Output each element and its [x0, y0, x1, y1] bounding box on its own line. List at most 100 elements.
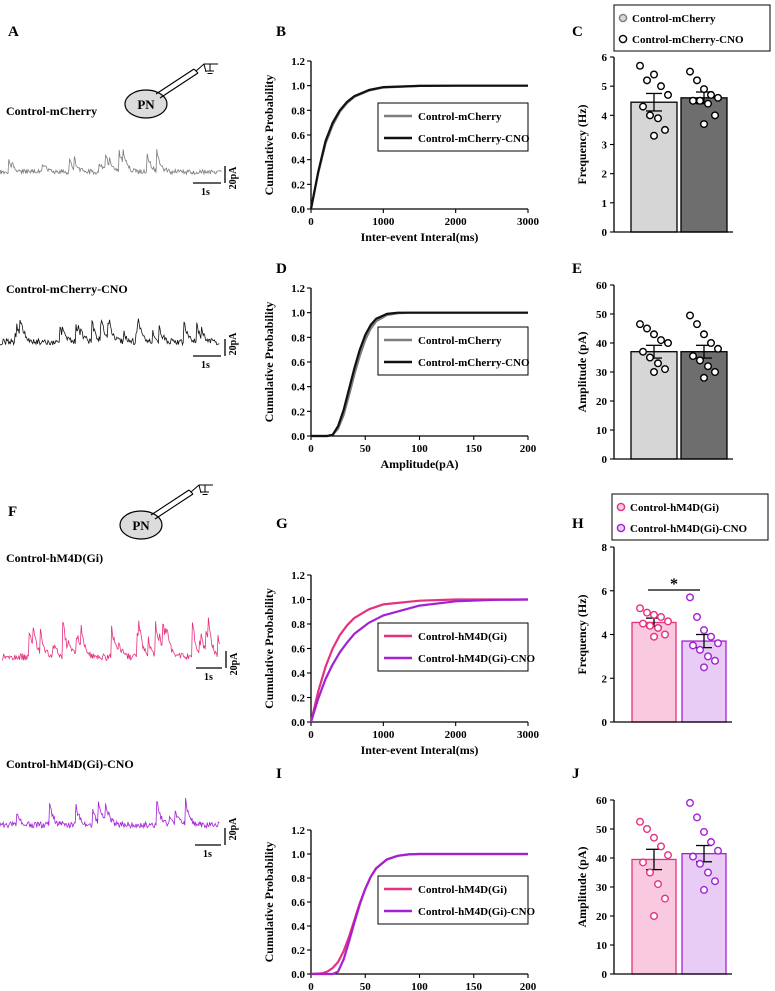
data-point	[714, 93, 723, 102]
bar-2	[681, 853, 727, 975]
y-axis-title: Frequency (Hz)	[575, 594, 589, 674]
data-point	[707, 838, 716, 847]
data-point	[664, 90, 673, 99]
x-tick-label: 0	[308, 216, 314, 228]
y-tick-label: 0.0	[291, 717, 305, 729]
data-point	[711, 111, 720, 120]
legend-label: Control-mCherry-CNO	[418, 133, 530, 145]
x-tick-label: 100	[411, 981, 428, 991]
x-tick-label: 150	[466, 443, 483, 455]
trace-label-gi: Control-hM4D(Gi)	[6, 551, 103, 565]
chart-d-cumulative-amplitude: 0.0 0.2 0.4 0.6 0.8 1.0 1.2 0 50 100 150 200 Amplitu…	[262, 283, 537, 471]
data-point	[696, 645, 705, 654]
data-point	[657, 336, 666, 345]
y-tick-label: 1.2	[291, 825, 305, 837]
y-tick-label: 60	[596, 795, 608, 807]
y-tick-label: 60	[596, 280, 608, 292]
data-point	[700, 827, 709, 836]
data-point	[650, 368, 659, 377]
neuron-diagram-top: PN	[124, 63, 218, 119]
y-axis-title: Amplitude (pA)	[575, 846, 589, 927]
data-point	[657, 613, 666, 622]
data-point	[664, 339, 673, 348]
panel-label-g: G	[276, 516, 288, 532]
data-point	[707, 632, 716, 641]
data-point	[654, 880, 663, 889]
trace-label-mcherry: Control-mCherry	[6, 104, 97, 118]
scalebar-time: 1s	[201, 187, 210, 198]
scalebar-f2: 1s 20pA	[195, 817, 239, 860]
panel-label-d: D	[276, 261, 287, 277]
chart-h-frequency-bars: 0 2 4 6 8 Frequency (Hz) Control-hM4D(Gi) Contr…	[575, 493, 769, 729]
y-axis-title: Frequency (Hz)	[575, 104, 589, 184]
y-tick-label: 40	[596, 853, 608, 865]
neuron-label: PN	[132, 518, 150, 533]
data-point	[711, 656, 720, 665]
x-tick-label: 200	[520, 443, 537, 455]
trace-label-mcherry-cno: Control-mCherry-CNO	[6, 282, 128, 296]
y-tick-label: 0.4	[291, 668, 305, 680]
y-tick-label: 5	[602, 81, 608, 93]
data-point	[646, 868, 655, 877]
data-point	[693, 76, 702, 85]
chart-i-cumulative-amplitude: 0.00.20.40.60.81.01.2050100150200Amplitu…	[262, 825, 537, 991]
data-point	[700, 85, 709, 94]
y-tick-label: 3	[602, 140, 608, 152]
legend-label: Control-hM4D(Gi)-CNO	[418, 906, 536, 918]
legend-box	[377, 622, 529, 672]
y-tick-label: 0.8	[291, 873, 305, 885]
y-tick-label: 1	[602, 198, 608, 210]
y-tick-label: 1.0	[291, 308, 305, 320]
bar-1	[630, 351, 678, 460]
bar-2	[680, 97, 728, 233]
data-point	[661, 125, 670, 134]
y-axis-title: Cumulative Probability	[262, 302, 276, 423]
series-line-2	[311, 852, 528, 976]
data-point	[650, 330, 659, 339]
panel-label-f: F	[8, 504, 17, 520]
y-tick-label: 1.2	[291, 56, 305, 68]
neuron-cell	[124, 89, 168, 119]
panel-label-a: A	[8, 24, 19, 40]
data-point	[639, 102, 648, 111]
y-tick-label: 0	[602, 717, 608, 729]
legend-marker	[618, 34, 628, 44]
legend-box	[377, 875, 529, 925]
data-point	[689, 852, 698, 861]
series-line-1	[309, 598, 528, 723]
chart-e-amplitude-bars: 0 10 20 30 40 50 60 Amplitude (pA)	[575, 280, 733, 466]
bar-2	[680, 351, 728, 460]
scalebar-a2: 1s 20pA	[193, 332, 239, 371]
electrode-icon	[150, 484, 213, 520]
scalebar-amp: 20pA	[229, 652, 240, 676]
y-axis-title: Amplitude (pA)	[575, 331, 589, 412]
panel-label-j: J	[572, 766, 580, 782]
panel-label-h: H	[572, 516, 584, 532]
x-axis-title: Inter-event Interal(ms)	[361, 230, 479, 244]
data-point	[639, 858, 648, 867]
legend-marker	[616, 523, 626, 533]
data-point	[686, 67, 695, 76]
legend-label: Control-hM4D(Gi)	[418, 631, 507, 643]
scalebar-amp: 20pA	[228, 817, 239, 841]
data-point	[700, 626, 709, 635]
y-tick-label: 1.0	[291, 595, 305, 607]
neuron-cell	[119, 510, 163, 540]
data-point	[664, 851, 673, 860]
y-tick-label: 0.4	[291, 921, 305, 933]
chart-j-amplitude-bars: 0 10 20 30 40 50 60 Amplitude (pA)	[575, 795, 732, 981]
x-tick-label: 0	[308, 443, 314, 455]
chart-c-frequency-bars: 0 1 2 3 4 5 6 Frequency (Hz) Control-mCherry Cont…	[575, 4, 771, 239]
data-point	[693, 613, 702, 622]
data-point	[636, 604, 645, 613]
trace-gi-cno	[0, 797, 220, 830]
significance-star: *	[670, 576, 678, 593]
x-tick-label: 2000	[445, 729, 468, 741]
scalebar-amp: 20pA	[228, 332, 239, 356]
data-point	[643, 608, 652, 617]
x-tick-label: 1000	[372, 729, 395, 741]
panel-label-c: C	[572, 24, 583, 40]
y-tick-label: 0.4	[291, 382, 305, 394]
y-tick-label: 0.0	[291, 969, 305, 981]
data-point	[714, 344, 723, 353]
